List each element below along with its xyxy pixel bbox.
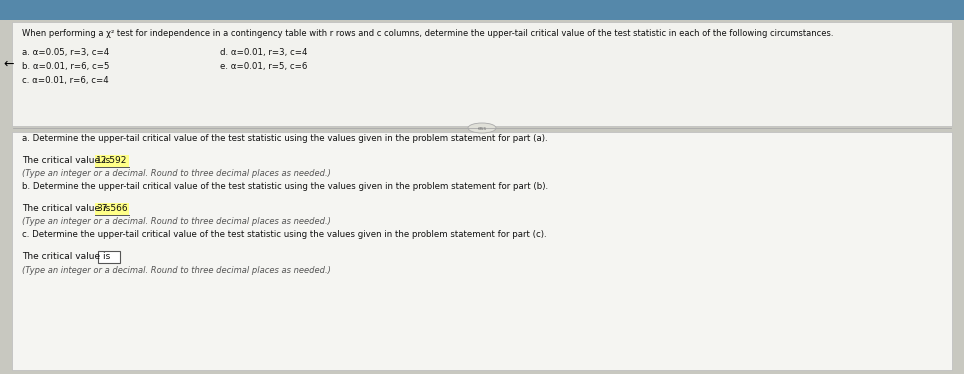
Text: The critical value is: The critical value is xyxy=(22,204,113,213)
Text: c. Determine the upper-tail critical value of the test statistic using the value: c. Determine the upper-tail critical val… xyxy=(22,230,547,239)
Text: (Type an integer or a decimal. Round to three decimal places as needed.): (Type an integer or a decimal. Round to … xyxy=(22,169,331,178)
Bar xyxy=(98,251,120,263)
Text: b. α=0.01, r=6, c=5: b. α=0.01, r=6, c=5 xyxy=(22,62,110,71)
Text: e. α=0.01, r=5, c=6: e. α=0.01, r=5, c=6 xyxy=(220,62,308,71)
Text: (Type an integer or a decimal. Round to three decimal places as needed.): (Type an integer or a decimal. Round to … xyxy=(22,217,331,226)
Text: ess: ess xyxy=(477,126,487,131)
Text: a. Determine the upper-tail critical value of the test statistic using the value: a. Determine the upper-tail critical val… xyxy=(22,134,548,143)
Bar xyxy=(12,132,952,370)
Text: 37.566: 37.566 xyxy=(96,204,127,213)
Bar xyxy=(12,22,952,126)
Text: d. α=0.01, r=3, c=4: d. α=0.01, r=3, c=4 xyxy=(220,48,308,57)
Bar xyxy=(0,0,964,20)
Text: The critical value is: The critical value is xyxy=(22,156,113,165)
Text: 12.592: 12.592 xyxy=(96,156,127,165)
Text: b. Determine the upper-tail critical value of the test statistic using the value: b. Determine the upper-tail critical val… xyxy=(22,182,549,191)
Ellipse shape xyxy=(468,123,496,133)
Text: The critical value is: The critical value is xyxy=(22,252,113,261)
Text: a. α=0.05, r=3, c=4: a. α=0.05, r=3, c=4 xyxy=(22,48,109,57)
Bar xyxy=(95,203,129,215)
Text: c. α=0.01, r=6, c=4: c. α=0.01, r=6, c=4 xyxy=(22,76,109,85)
Bar xyxy=(95,155,129,167)
Text: When performing a χ² test for independence in a contingency table with r rows an: When performing a χ² test for independen… xyxy=(22,29,834,38)
Text: (Type an integer or a decimal. Round to three decimal places as needed.): (Type an integer or a decimal. Round to … xyxy=(22,266,331,275)
Text: ←: ← xyxy=(3,58,13,71)
